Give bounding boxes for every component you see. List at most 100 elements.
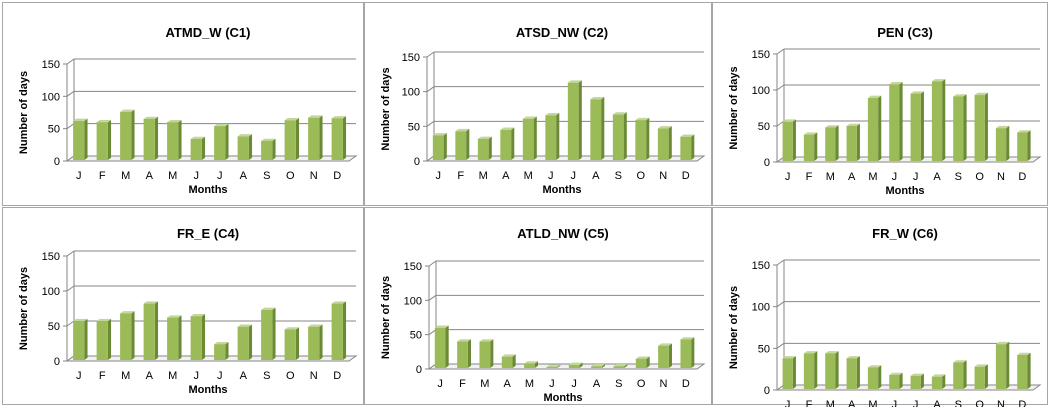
bar [953, 360, 967, 389]
y-tick-label: 50 [410, 330, 422, 342]
bar [457, 339, 472, 368]
bar [237, 324, 253, 360]
x-tick-label: N [659, 170, 667, 182]
x-tick-label: O [637, 378, 646, 390]
x-tick-label: J [217, 370, 223, 382]
bar [546, 364, 561, 368]
bar [331, 116, 347, 160]
bar [910, 373, 924, 389]
x-tick-label: M [168, 370, 177, 382]
y-tick-label: 0 [54, 156, 60, 168]
chart-title: FR_W (C6) [872, 226, 938, 241]
x-tick-label: O [286, 170, 295, 182]
y-tick-label: 0 [764, 157, 770, 169]
x-tick-label: M [121, 170, 130, 182]
x-tick-label: D [333, 170, 341, 182]
x-axis-title: Months [542, 184, 581, 196]
gridline-depth [66, 250, 75, 257]
y-tick-label: 150 [42, 59, 60, 71]
x-tick-label: J [571, 170, 577, 182]
y-tick-label: 100 [404, 295, 422, 307]
gridline-depth [776, 301, 785, 308]
chart-title: PEN (C3) [877, 25, 933, 40]
x-tick-label: M [826, 171, 835, 183]
gridline-depth [426, 120, 435, 127]
bar [73, 118, 88, 160]
gridline-depth [776, 84, 785, 91]
x-tick-label: O [975, 171, 984, 183]
bar [308, 324, 323, 360]
y-axis-title: Number of days [18, 71, 30, 154]
x-tick-label: J [436, 170, 442, 182]
bar [434, 325, 449, 368]
bar [545, 112, 560, 160]
bar [308, 115, 323, 160]
bar-chart: FR_W (C6)050100150JFMAMJJASONDMonthsNumb… [728, 226, 1042, 407]
bar [680, 134, 695, 160]
bar [524, 361, 539, 368]
x-tick-label: N [997, 171, 1005, 183]
x-tick-label: J [194, 370, 200, 382]
x-tick-label: M [524, 170, 533, 182]
x-tick-label: A [146, 170, 154, 182]
bar [237, 134, 253, 160]
y-tick-label: 150 [402, 52, 420, 64]
x-tick-label: A [933, 399, 941, 407]
gridline-depth [776, 48, 785, 55]
bar [455, 128, 470, 160]
chart-panel: FR_W (C6)050100150JFMAMJJASONDMonthsNumb… [712, 207, 1048, 407]
y-tick-label: 50 [758, 121, 770, 133]
chart-panel: FR_E (C4) 0 50 100 150 J F M A M J J A S O N D Months Numb… [2, 207, 364, 405]
x-tick-label: M [868, 171, 877, 183]
bar [931, 374, 946, 389]
bar [522, 116, 537, 160]
x-tick-label: J [194, 170, 200, 182]
y-tick-label: 150 [404, 261, 422, 273]
x-tick-label: F [457, 170, 464, 182]
x-tick-label: S [263, 370, 270, 382]
bar [995, 341, 1010, 389]
y-tick-label: 150 [42, 251, 60, 263]
x-tick-label: F [99, 370, 106, 382]
bar [143, 301, 159, 360]
chart-title: ATMD_W (C1) [166, 25, 251, 40]
bar [120, 109, 135, 160]
bar [190, 313, 206, 360]
bar-chart: ATSD_NW (C2) 0 50 100 150 J F M A M J J A S O N D Months N… [380, 25, 706, 196]
x-tick-label: N [310, 170, 318, 182]
x-tick-label: S [615, 170, 622, 182]
x-tick-label: S [615, 378, 622, 390]
bar [190, 136, 206, 160]
x-tick-label: A [240, 170, 248, 182]
x-tick-label: J [913, 399, 919, 407]
x-tick-label: D [682, 378, 690, 390]
y-tick-label: 50 [758, 343, 770, 355]
bar [974, 364, 988, 389]
bar [825, 125, 839, 161]
x-tick-label: F [459, 378, 466, 390]
y-axis-title: Number of days [728, 66, 740, 149]
x-tick-label: A [503, 378, 511, 390]
bar [214, 123, 229, 160]
y-axis-title: Number of days [380, 67, 392, 150]
bar [261, 138, 276, 160]
y-tick-label: 100 [42, 286, 60, 298]
x-axis-title: Months [543, 392, 582, 404]
x-tick-label: O [286, 370, 295, 382]
bar-chart: ATLD_NW (C5) 0 50 100 150 J F M A M J J A S O N D Months N… [380, 226, 706, 404]
x-tick-label: M [826, 399, 835, 407]
gridline-depth [66, 90, 75, 97]
y-axis-title: Number of days [380, 276, 392, 359]
bar [567, 80, 582, 160]
bar [803, 132, 818, 161]
gridline-depth [66, 123, 75, 130]
chart-panel: PEN (C3) 0 50 100 150 J F M A M J J A S O N D Months Numbe… [712, 2, 1048, 206]
y-tick-label: 0 [414, 156, 420, 168]
bar [96, 318, 112, 360]
x-tick-label: D [682, 170, 690, 182]
x-tick-label: J [437, 378, 443, 390]
bar [846, 356, 860, 389]
bar [167, 315, 182, 360]
x-tick-label: J [548, 170, 554, 182]
